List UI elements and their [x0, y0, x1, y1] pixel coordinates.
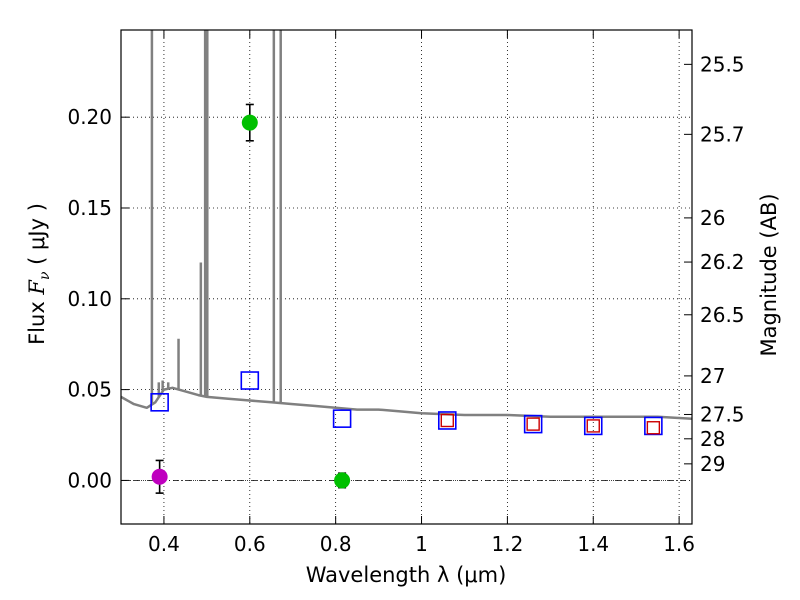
model-photometry-point — [437, 411, 457, 430]
x-tick-label: 1.2 — [491, 532, 523, 556]
detection-point — [334, 472, 351, 489]
y2-tick-label: 29 — [700, 452, 725, 476]
observed-photometry-point — [586, 419, 600, 433]
y2-tick-label: 25.5 — [700, 52, 745, 76]
y2-tick-label: 28 — [700, 427, 725, 451]
observed-photometry-point — [440, 413, 454, 428]
y2-tick-label: 27.5 — [700, 402, 745, 426]
y2-tick-label: 26 — [700, 206, 725, 230]
model-photometry-point — [150, 393, 169, 412]
y2-axis-title: Magnitude (AB) — [757, 193, 781, 356]
y-tick-label: 0.15 — [67, 196, 112, 220]
x-tick-label: 0.4 — [148, 532, 180, 556]
y2-tick-label: 26.2 — [700, 250, 745, 274]
x-tick-label: 1 — [415, 532, 428, 556]
model-photometry-point — [240, 371, 260, 390]
model-photometry-point — [583, 416, 603, 436]
y-axis-title: Flux Fν ( μJy ) — [25, 203, 53, 345]
y2-tick-label: 25.7 — [700, 122, 745, 146]
model-photometry-point — [332, 409, 352, 428]
detection-point — [151, 468, 168, 485]
x-tick-label: 1.4 — [577, 532, 609, 556]
observed-photometry-point — [526, 417, 540, 431]
y-tick-label: 0.10 — [67, 287, 112, 311]
detection-point — [241, 114, 258, 131]
spectrum-series — [120, 30, 693, 420]
y-tick-label: 0.00 — [67, 468, 112, 492]
plot-frame — [120, 29, 693, 525]
x-axis-title: Wavelength λ (μm) — [306, 563, 507, 587]
x-tick-label: 0.6 — [234, 532, 266, 556]
observed-photometry-point — [646, 421, 661, 435]
ticks: 0.4 0.6 0.8 1 1.2 1.4 1.6 0.00 0.05 0.10 0.15 0.20 2… — [67, 30, 745, 556]
y2-tick-label: 27 — [700, 364, 725, 388]
marker-series — [150, 103, 663, 494]
x-tick-label: 1.6 — [663, 532, 695, 556]
y2-tick-label: 26.5 — [700, 303, 745, 327]
y-tick-label: 0.05 — [67, 378, 112, 402]
y-tick-label: 0.20 — [67, 105, 112, 129]
model-photometry-point — [523, 414, 543, 434]
x-tick-label: 0.8 — [320, 532, 352, 556]
spectrum-continuum — [120, 386, 693, 420]
